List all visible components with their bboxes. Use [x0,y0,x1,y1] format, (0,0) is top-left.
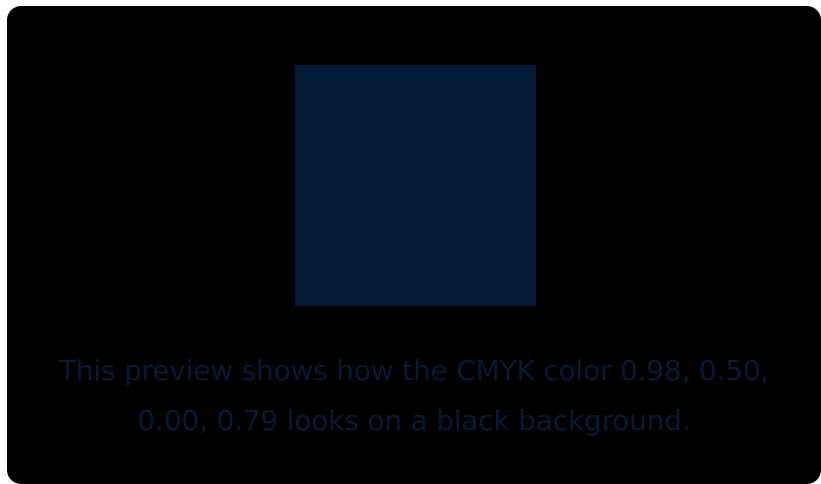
preview-panel: This preview shows how the CMYK color 0.… [7,6,821,484]
color-swatch [295,65,536,306]
preview-caption: This preview shows how the CMYK color 0.… [58,354,770,437]
